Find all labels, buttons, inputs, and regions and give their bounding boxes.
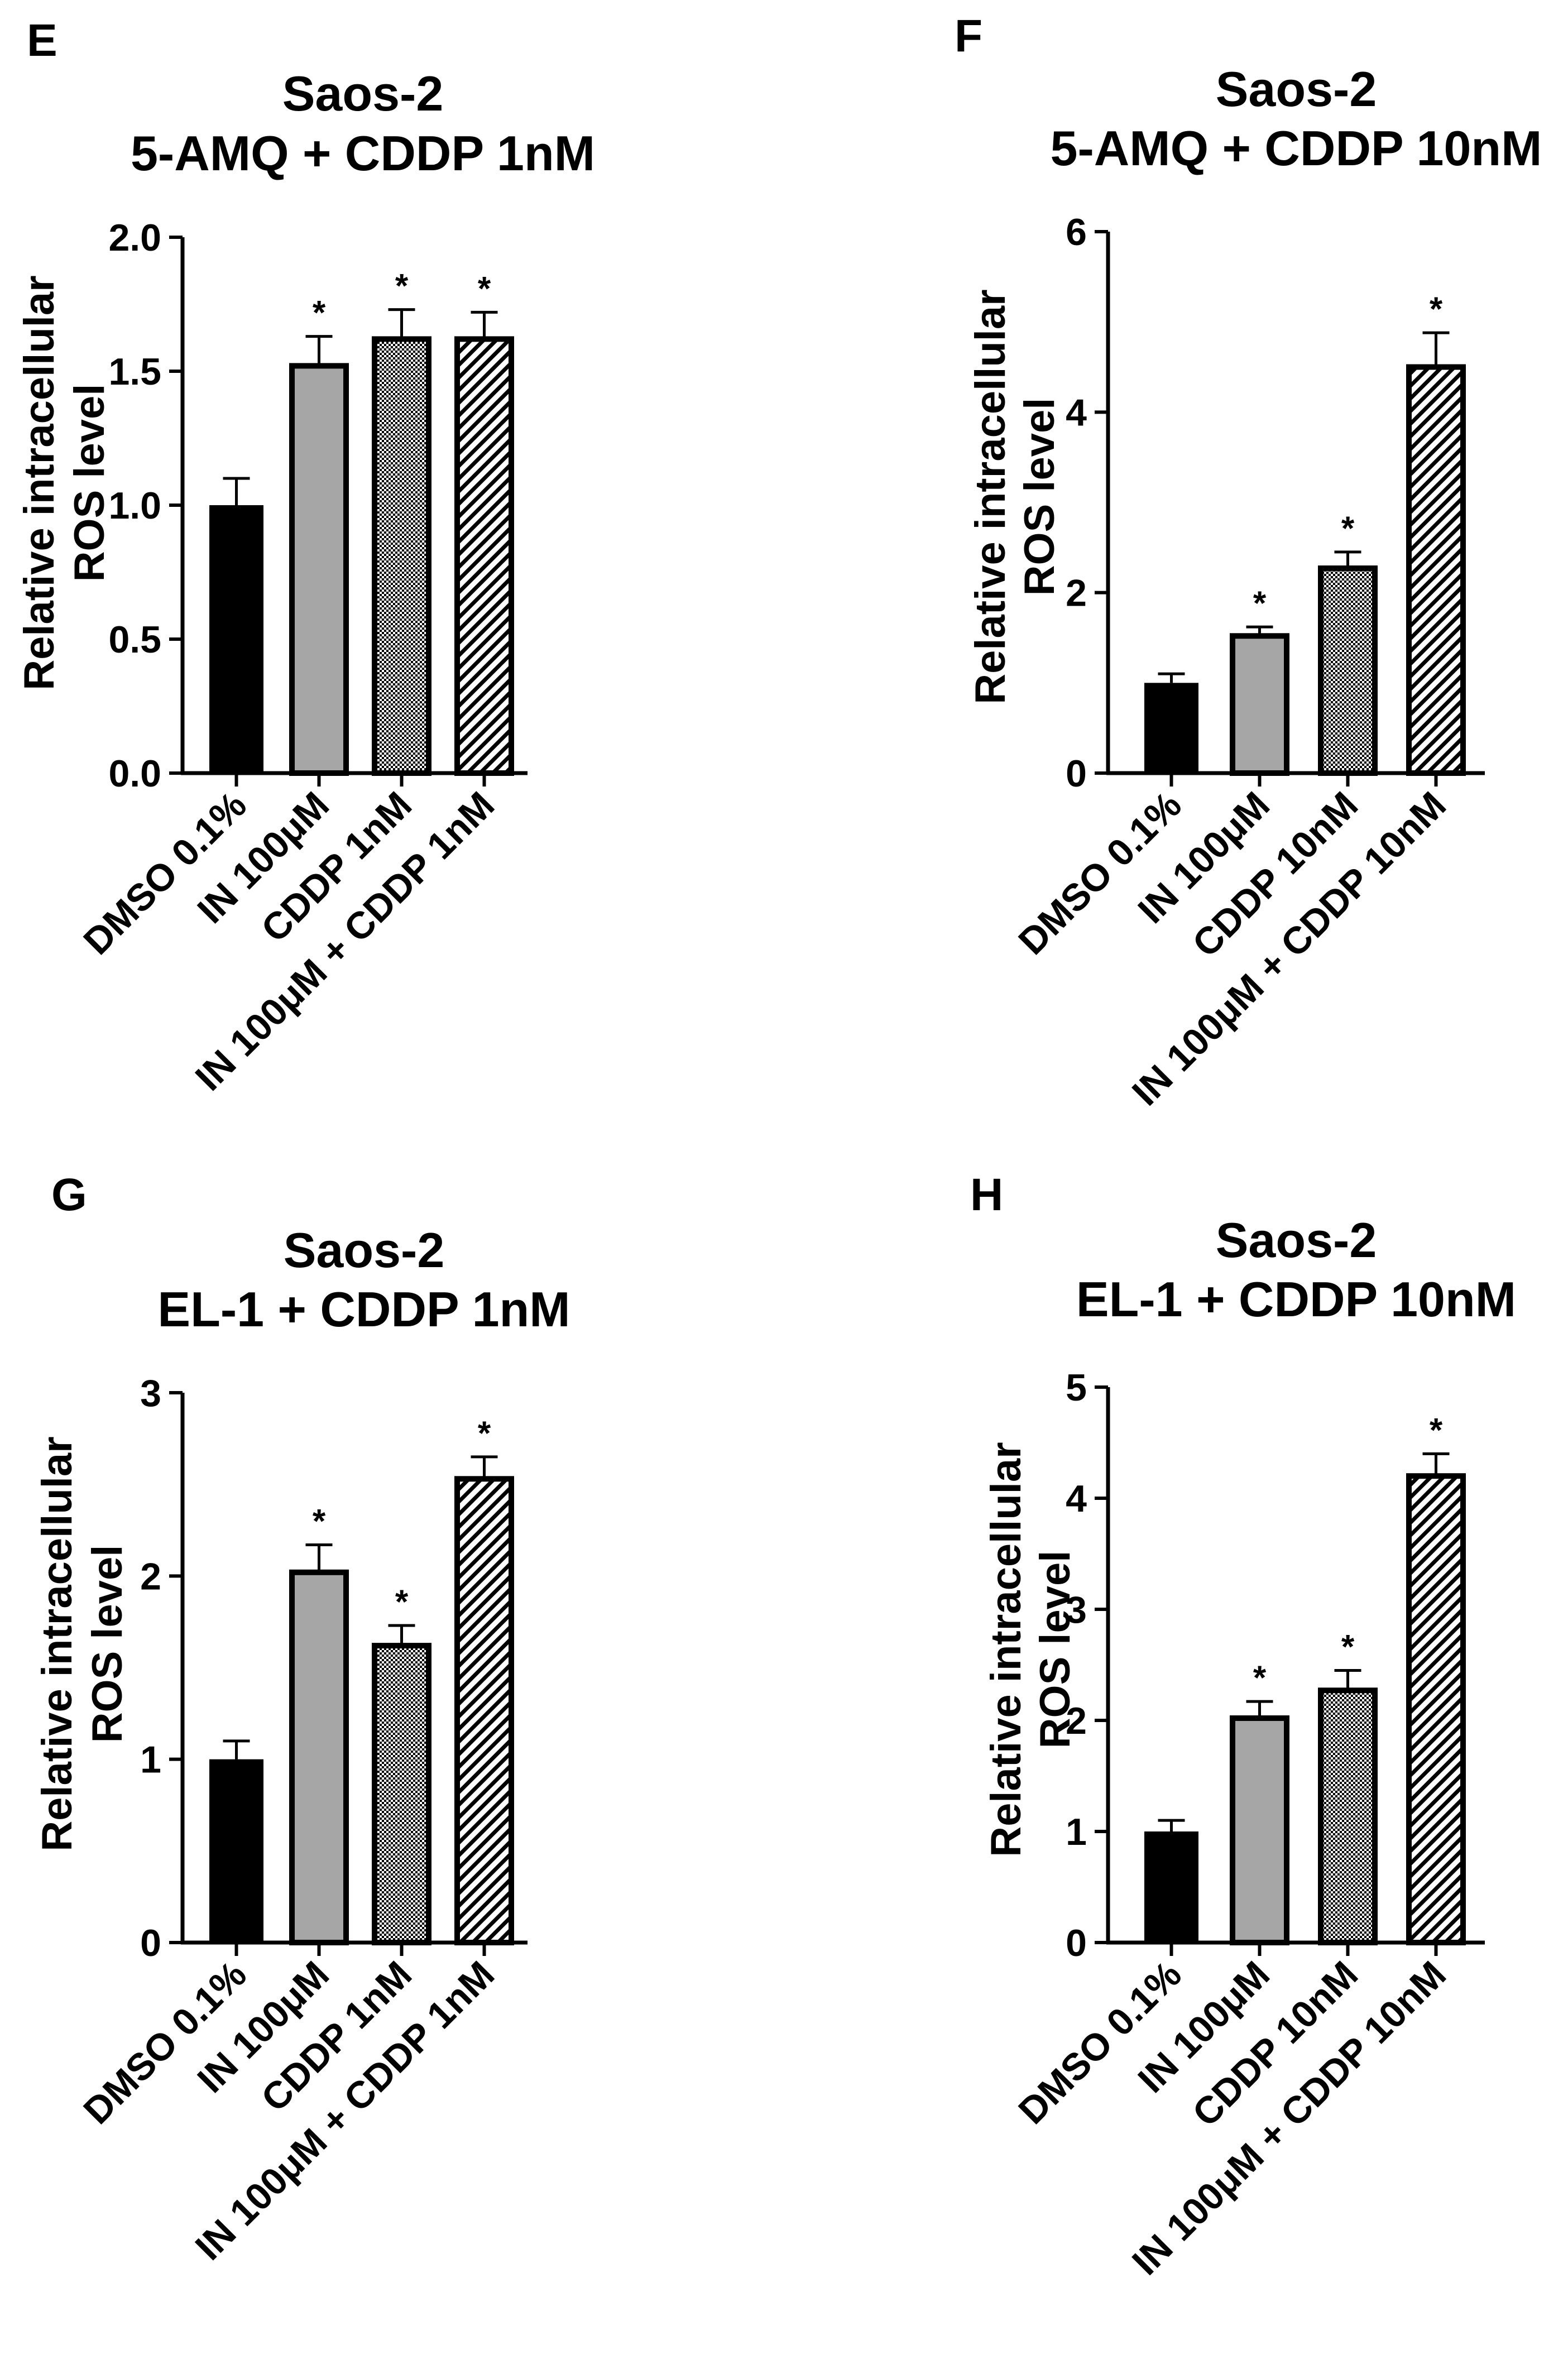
chart-g-title-line-1: Saos-2 bbox=[284, 1222, 445, 1278]
chart-h-significance-star: * bbox=[1430, 1411, 1443, 1449]
chart-f-significance-star: * bbox=[1341, 510, 1355, 547]
chart-e-y-tick-label: 1.0 bbox=[108, 485, 161, 527]
chart-h-significance-star: * bbox=[1253, 1659, 1267, 1696]
chart-h-y-tick-label: 1 bbox=[1066, 1811, 1087, 1853]
chart-e-title-line-1: Saos-2 bbox=[282, 66, 444, 121]
chart-g-significance-star: * bbox=[395, 1583, 409, 1620]
chart-f-y-tick-label: 6 bbox=[1066, 211, 1087, 253]
chart-e-y-tick-label: 1.5 bbox=[108, 351, 161, 393]
panel-letter-f: F bbox=[955, 11, 982, 61]
chart-h-ylabel-line-2: ROS level bbox=[1032, 1551, 1079, 1749]
chart-e-y-tick-label: 0.5 bbox=[108, 618, 161, 661]
chart-f-bar bbox=[1318, 565, 1378, 776]
chart-e-bar bbox=[454, 336, 514, 776]
chart-e-ylabel-line-2: ROS level bbox=[66, 384, 113, 582]
chart-h-bar bbox=[1144, 1831, 1198, 1943]
chart-g-significance-star: * bbox=[313, 1503, 326, 1540]
chart-e-y-tick-label: 2.0 bbox=[108, 217, 161, 259]
panel-letter-g: G bbox=[51, 1169, 87, 1220]
chart-f-significance-star: * bbox=[1430, 290, 1443, 328]
chart-f-bar bbox=[1406, 364, 1466, 776]
chart-f-bar bbox=[1144, 683, 1198, 773]
chart-g-y-tick-label: 1 bbox=[140, 1739, 161, 1781]
chart-g-y-tick-label: 3 bbox=[140, 1372, 161, 1414]
chart-e-significance-star: * bbox=[313, 294, 326, 332]
chart-h-y-tick-label: 0 bbox=[1066, 1922, 1087, 1964]
chart-g-bar bbox=[209, 1759, 263, 1943]
chart-e-bar bbox=[209, 505, 263, 773]
chart-g-bar bbox=[454, 1476, 514, 1945]
chart-h-y-tick-label: 4 bbox=[1066, 1478, 1087, 1520]
chart-e-y-tick-label: 0.0 bbox=[108, 752, 161, 795]
chart-f-bar bbox=[1230, 633, 1289, 776]
chart-h-significance-star: * bbox=[1341, 1628, 1355, 1665]
chart-h-ylabel-line-1: Relative intracellular bbox=[982, 1442, 1030, 1857]
chart-e-ylabel-line-1: Relative intracellular bbox=[16, 275, 63, 690]
chart-panel-h: H Saos-2 EL-1 + CDDP 10nM Relative intra… bbox=[970, 1169, 1516, 2283]
chart-panel-e: E Saos-2 5-AMQ + CDDP 1nM Relative intra… bbox=[16, 15, 595, 1099]
chart-g-ylabel-line-1: Relative intracellular bbox=[33, 1436, 81, 1851]
chart-h-title-line-2: EL-1 + CDDP 10nM bbox=[1076, 1272, 1516, 1327]
chart-g-y-tick-label: 2 bbox=[140, 1555, 161, 1598]
chart-h-y-tick-label: 3 bbox=[1066, 1589, 1087, 1631]
chart-panel-g: G Saos-2 EL-1 + CDDP 1nM Relative intrac… bbox=[33, 1169, 570, 2268]
chart-f-title-line-2: 5-AMQ + CDDP 10nM bbox=[1051, 121, 1542, 176]
chart-h-y-tick-label: 5 bbox=[1066, 1366, 1087, 1409]
chart-panel-f: F Saos-2 5-AMQ + CDDP 10nM Relative intr… bbox=[955, 11, 1542, 1114]
chart-f-ylabel-line-1: Relative intracellular bbox=[967, 289, 1014, 704]
chart-g-bar bbox=[289, 1569, 349, 1945]
chart-h-bar bbox=[1406, 1473, 1466, 1945]
chart-e-title-line-2: 5-AMQ + CDDP 1nM bbox=[131, 126, 595, 181]
chart-f-ylabel-line-2: ROS level bbox=[1016, 398, 1063, 596]
chart-g-significance-star: * bbox=[478, 1414, 491, 1452]
chart-g-ylabel-line-2: ROS level bbox=[84, 1545, 131, 1743]
chart-g-y-tick-label: 0 bbox=[140, 1922, 161, 1964]
panel-letter-h: H bbox=[970, 1169, 1003, 1220]
chart-e-bar bbox=[372, 336, 431, 776]
chart-g-title-line-2: EL-1 + CDDP 1nM bbox=[157, 1282, 570, 1337]
chart-f-y-tick-label: 2 bbox=[1066, 572, 1087, 615]
chart-g-bar bbox=[372, 1643, 431, 1946]
chart-f-title-line-1: Saos-2 bbox=[1216, 61, 1377, 117]
chart-h-bar bbox=[1318, 1687, 1378, 1946]
chart-h-bar bbox=[1230, 1715, 1289, 1946]
chart-e-significance-star: * bbox=[478, 270, 491, 307]
chart-f-y-tick-label: 4 bbox=[1066, 391, 1087, 434]
chart-h-title-line-1: Saos-2 bbox=[1216, 1212, 1377, 1268]
chart-f-y-tick-label: 0 bbox=[1066, 752, 1087, 795]
chart-e-bar bbox=[289, 363, 349, 776]
panel-letter-e: E bbox=[27, 15, 57, 66]
chart-f-significance-star: * bbox=[1253, 584, 1267, 622]
chart-e-significance-star: * bbox=[395, 267, 409, 305]
chart-h-y-tick-label: 2 bbox=[1066, 1700, 1087, 1742]
